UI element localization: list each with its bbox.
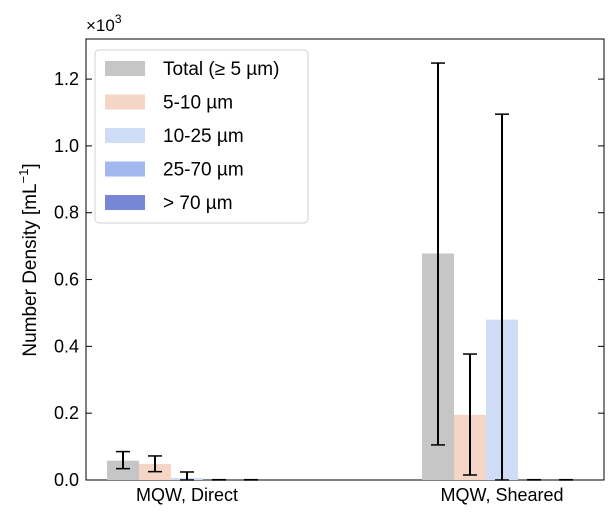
x-tick-labels: MQW, Direct MQW, Sheared bbox=[136, 485, 564, 505]
scale-base: ×10 bbox=[86, 16, 115, 35]
legend-label: > 70 µm bbox=[163, 193, 233, 214]
ylabel-close: ] bbox=[20, 163, 41, 168]
legend-frame bbox=[94, 49, 309, 224]
y-tick-label: 0.2 bbox=[54, 403, 79, 423]
ylabel-sup: −1 bbox=[16, 169, 31, 184]
legend-label: 10-25 µm bbox=[163, 126, 244, 147]
error-bars bbox=[116, 62, 573, 481]
legend-swatch bbox=[105, 94, 145, 110]
y-tick-label: 0.4 bbox=[54, 336, 79, 356]
y-tick-label: 0.0 bbox=[54, 470, 79, 490]
y-tick-label: 0.6 bbox=[54, 270, 79, 290]
y-tick-label: 0.8 bbox=[54, 203, 79, 223]
ylabel-main: Number Density [mL bbox=[20, 183, 41, 356]
y-ticks: 0.0 0.2 0.4 0.6 0.8 1.0 1.2 bbox=[54, 69, 604, 490]
legend-label: Total (≥ 5 µm) bbox=[163, 59, 279, 80]
y-tick-label: 1.0 bbox=[54, 136, 79, 156]
legend: Total (≥ 5 µm) 5-10 µm 10-25 µm 25-70 µm > 7… bbox=[94, 49, 309, 224]
y-axis-label: Number Density [mL−1] bbox=[16, 163, 41, 356]
legend-swatch bbox=[105, 128, 145, 143]
legend-label: 25-70 µm bbox=[163, 160, 244, 181]
x-tick-label: MQW, Sheared bbox=[440, 485, 563, 505]
y-tick-label: 1.2 bbox=[54, 69, 79, 89]
legend-label: 5-10 µm bbox=[163, 93, 233, 114]
plot-frame bbox=[85, 38, 605, 481]
x-tick-label: MQW, Direct bbox=[136, 485, 238, 505]
legend-swatch bbox=[105, 61, 145, 76]
axis-scale-factor: ×103 bbox=[86, 12, 122, 35]
scale-exponent: 3 bbox=[115, 12, 122, 26]
legend-swatch bbox=[105, 161, 145, 177]
bar bbox=[107, 460, 139, 480]
legend-swatch bbox=[105, 195, 145, 210]
bars bbox=[107, 253, 518, 480]
